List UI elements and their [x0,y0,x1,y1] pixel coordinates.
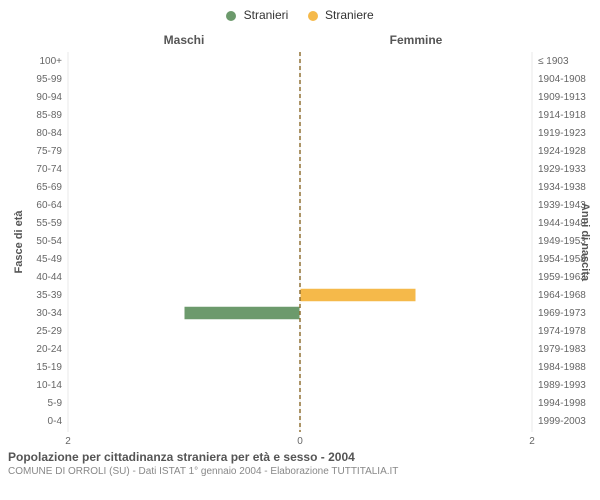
col-header-male: Maschi [164,33,205,47]
population-pyramid: Maschi Femmine 100+ ≤ 1903 95-99 1904-1908 90-… [8,26,592,446]
birth-label: 1989-1993 [538,380,586,391]
bar-male [184,306,300,320]
age-label: 10-14 [36,380,62,391]
age-label: 45-49 [36,254,62,265]
birth-label: 1964-1968 [538,290,586,301]
legend-male-swatch [226,11,236,21]
age-label: 85-89 [36,110,62,121]
age-label: 35-39 [36,290,62,301]
legend-female-label: Straniere [325,8,374,22]
birth-label: 1994-1998 [538,398,586,409]
age-label: 100+ [39,56,62,67]
birth-label: 1919-1923 [538,128,586,139]
legend-male: Stranieri [226,8,288,22]
age-label: 75-79 [36,146,62,157]
chart-subtitle: COMUNE DI ORROLI (SU) - Dati ISTAT 1° ge… [8,466,592,477]
birth-label: 1904-1908 [538,74,586,85]
birth-label: 1969-1973 [538,308,586,319]
y-axis-label-right: Anni di nascita [579,203,591,282]
age-label: 95-99 [36,74,62,85]
legend: Stranieri Straniere [8,8,592,22]
age-label: 60-64 [36,200,62,211]
birth-label: 1914-1918 [538,110,586,121]
footer: Popolazione per cittadinanza straniera p… [8,450,592,477]
age-label: 5-9 [48,398,63,409]
age-label: 25-29 [36,326,62,337]
legend-female-swatch [308,11,318,21]
x-tick: 0 [297,436,303,446]
age-label: 15-19 [36,362,62,373]
birth-label: 1929-1933 [538,164,586,175]
birth-label: 1984-1988 [538,362,586,373]
chart-container: Maschi Femmine 100+ ≤ 1903 95-99 1904-1908 90-… [8,26,592,446]
birth-label: 1979-1983 [538,344,586,355]
chart-title: Popolazione per cittadinanza straniera p… [8,450,592,464]
age-label: 40-44 [36,272,62,283]
y-axis-label-left: Fasce di età [13,210,25,274]
age-label: 20-24 [36,344,62,355]
birth-label: 1924-1928 [538,146,586,157]
birth-label: 1999-2003 [538,416,586,427]
age-label: 70-74 [36,164,62,175]
legend-male-label: Stranieri [244,8,289,22]
birth-label: ≤ 1903 [538,56,569,67]
birth-label: 1974-1978 [538,326,586,337]
age-label: 65-69 [36,182,62,193]
x-tick: 2 [529,436,535,446]
age-label: 90-94 [36,92,62,103]
bar-female [300,288,416,302]
age-label: 55-59 [36,218,62,229]
birth-label: 1934-1938 [538,182,586,193]
age-label: 30-34 [36,308,62,319]
age-label: 50-54 [36,236,62,247]
x-tick: 2 [65,436,71,446]
col-header-female: Femmine [390,33,443,47]
age-label: 80-84 [36,128,62,139]
birth-label: 1909-1913 [538,92,586,103]
age-label: 0-4 [48,416,63,427]
legend-female: Straniere [308,8,374,22]
